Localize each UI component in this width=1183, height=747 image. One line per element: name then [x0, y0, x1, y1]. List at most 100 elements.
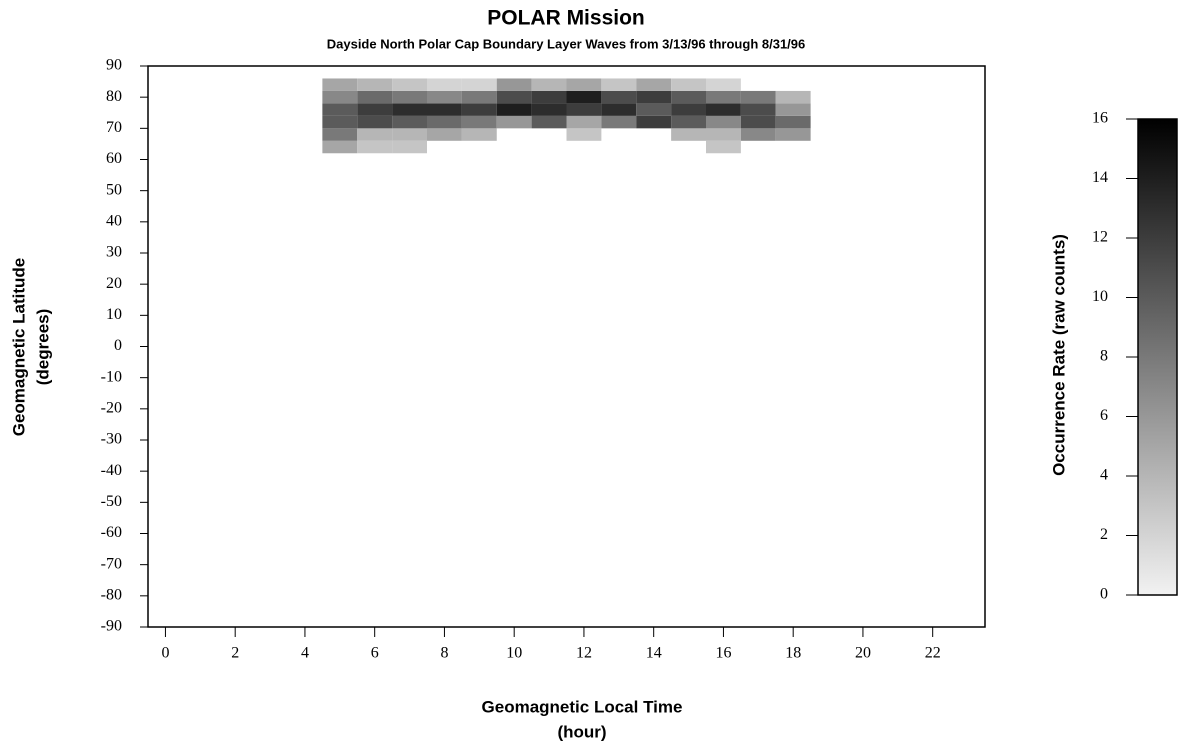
heatmap-cell [566, 103, 602, 116]
colorbar-tick-label: 2 [1100, 526, 1108, 543]
y-axis-label: Geomagnetic Latitude [9, 258, 28, 437]
y-tick-label: 0 [114, 337, 122, 354]
heatmap-cell [531, 115, 567, 129]
heatmap-cell [775, 128, 811, 141]
heatmap-cell [496, 115, 532, 129]
heatmap-cell [636, 115, 672, 129]
y-tick-label: 10 [106, 306, 122, 323]
heatmap-cell [566, 128, 602, 141]
heatmap-cell [531, 78, 567, 91]
heatmap-cell [427, 128, 462, 141]
x-axis-label: (hour) [557, 722, 606, 741]
heatmap-cell [531, 90, 567, 104]
heatmap-cell [775, 115, 811, 129]
heatmap-cell [357, 90, 393, 104]
heatmap-cell [461, 115, 497, 129]
heatmap-cell [671, 103, 706, 116]
heatmap-cell [671, 78, 706, 91]
heatmap-cell [601, 90, 637, 104]
y-tick-label: -90 [101, 618, 122, 635]
y-tick-label: -50 [101, 493, 122, 510]
heatmap-cell [322, 90, 358, 104]
colorbar-tick-label: 4 [1100, 467, 1108, 484]
y-tick-label: 40 [106, 213, 122, 230]
colorbar-tick-label: 14 [1092, 169, 1108, 186]
colorbar-tick-label: 10 [1092, 288, 1108, 305]
heatmap-cell [601, 78, 637, 91]
heatmap-cell [566, 78, 602, 91]
y-tick-label: -60 [101, 524, 122, 541]
heatmap-cell [636, 103, 672, 116]
heatmap-cell [706, 115, 741, 129]
heatmap-cell [461, 128, 497, 141]
heatmap-cell [740, 103, 776, 116]
colorbar-tick-label: 6 [1100, 407, 1108, 424]
heatmap-cell [322, 128, 358, 141]
heatmap-cell [357, 128, 393, 141]
plot-frame [147, 65, 986, 628]
y-tick-label: 80 [106, 88, 122, 105]
heatmap-cell [392, 140, 427, 154]
heatmap-cell [706, 128, 741, 141]
heatmap-cell [427, 115, 462, 129]
heatmap-cell [601, 103, 637, 116]
heatmap-cell [357, 140, 393, 154]
y-tick-label: -10 [101, 368, 122, 385]
heatmap-cell [461, 103, 497, 116]
heatmap-cell [496, 90, 532, 104]
x-tick-label: 2 [231, 645, 239, 662]
y-tick-label: 60 [106, 150, 122, 167]
heatmap-cell [496, 78, 532, 91]
x-tick-label: 22 [925, 645, 941, 662]
x-tick-label: 18 [785, 645, 801, 662]
y-tick-label: -40 [101, 462, 122, 479]
heatmap-cell [392, 78, 427, 91]
colorbar [1137, 118, 1178, 596]
y-tick-label: -20 [101, 400, 122, 417]
heatmap-cell [601, 115, 637, 129]
heatmap-cell [706, 90, 741, 104]
heatmap-cell [706, 140, 741, 154]
chart-title: POLAR Mission [487, 7, 645, 30]
x-tick-label: 12 [576, 645, 592, 662]
heatmap-cell [566, 115, 602, 129]
heatmap-cell [461, 78, 497, 91]
colorbar-tick-label: 0 [1100, 586, 1108, 603]
heatmap-cell [322, 78, 358, 91]
y-tick-label: -70 [101, 555, 122, 572]
heatmap-cell [357, 78, 393, 91]
heatmap-cell [636, 78, 672, 91]
x-axis-label: Geomagnetic Local Time [482, 697, 683, 716]
heatmap-cell [496, 103, 532, 116]
heatmap-cell [392, 115, 427, 129]
heatmap-cell [322, 103, 358, 116]
heatmap-cell [671, 115, 706, 129]
heatmap-cell [706, 103, 741, 116]
x-tick-label: 4 [301, 645, 309, 662]
heatmap-cell [740, 90, 776, 104]
x-tick-label: 14 [646, 645, 662, 662]
x-tick-label: 10 [506, 645, 522, 662]
heatmap-cell [357, 115, 393, 129]
x-tick-label: 20 [855, 645, 871, 662]
x-tick-label: 8 [440, 645, 448, 662]
heatmap-cell [322, 115, 358, 129]
heatmap-cell [775, 103, 811, 116]
y-tick-label: 50 [106, 181, 122, 198]
heatmap-cell [775, 90, 811, 104]
y-tick-label: 70 [106, 119, 122, 136]
chart-subtitle: Dayside North Polar Cap Boundary Layer W… [327, 36, 806, 51]
heatmap-cell [322, 140, 358, 154]
heatmap-cell [740, 115, 776, 129]
heatmap-cell [671, 90, 706, 104]
heatmap-cell [427, 103, 462, 116]
heatmap-cell [357, 103, 393, 116]
x-tick-label: 16 [715, 645, 731, 662]
y-tick-label: 30 [106, 244, 122, 261]
heatmap-cell [427, 78, 462, 91]
colorbar-label: Occurrence Rate (raw counts) [1049, 234, 1068, 476]
y-tick-label: -30 [101, 431, 122, 448]
heatmap-cell [392, 103, 427, 116]
y-axis-label: (degrees) [33, 309, 52, 386]
